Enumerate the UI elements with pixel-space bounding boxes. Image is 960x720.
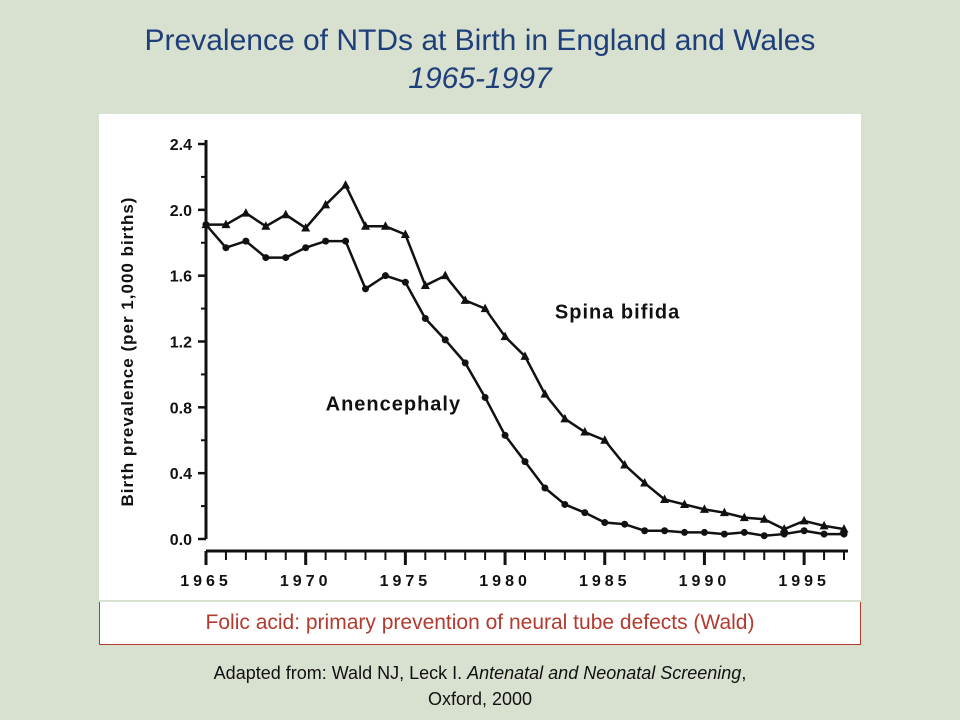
anencephaly-point bbox=[740, 528, 748, 536]
anencephaly-point bbox=[242, 237, 250, 245]
spina-bifida-point bbox=[799, 515, 809, 525]
anencephaly-point bbox=[282, 254, 290, 262]
anencephaly-point bbox=[381, 272, 389, 280]
x-tick-label: 1965 bbox=[180, 573, 232, 590]
source-citation: Adapted from: Wald NJ, Leck I. Antenatal… bbox=[0, 660, 960, 712]
spina-bifida-point bbox=[640, 478, 650, 487]
spina-bifida-point bbox=[380, 221, 390, 230]
chart-panel: 0.0 0.4 0.8 1.2 1.6 2.0 2.4 1965 1970 1975 1980 198… bbox=[99, 114, 861, 600]
anencephaly-point bbox=[521, 458, 529, 466]
anencephaly-point bbox=[501, 431, 509, 439]
anencephaly-point bbox=[322, 237, 330, 245]
spina-bifida-label: Spina bifida bbox=[555, 301, 680, 323]
anencephaly-point bbox=[700, 528, 708, 536]
spina-bifida-point bbox=[699, 504, 709, 513]
caption-box: Folic acid: primary prevention of neural… bbox=[99, 602, 861, 645]
slide-title: Prevalence of NTDs at Birth in England a… bbox=[0, 22, 960, 98]
x-tick-label: 1995 bbox=[778, 573, 830, 590]
anencephaly-point bbox=[362, 285, 369, 293]
spina-bifida-point bbox=[341, 180, 351, 189]
anencephaly-point bbox=[561, 500, 569, 508]
anencephaly-point bbox=[202, 221, 210, 229]
title-years: 1965-1997 bbox=[408, 62, 552, 95]
anencephaly-point bbox=[441, 336, 449, 344]
spina-bifida-point bbox=[460, 295, 470, 304]
y-tick-label: 0.4 bbox=[170, 466, 192, 483]
anencephaly-point bbox=[601, 519, 609, 527]
anencephaly-point bbox=[800, 527, 808, 535]
spina-bifida-point bbox=[440, 270, 450, 280]
spina-bifida-point bbox=[480, 303, 490, 313]
x-tick-label: 1970 bbox=[280, 573, 332, 590]
anencephaly-point bbox=[621, 520, 629, 528]
ntd-prevalence-chart: 0.0 0.4 0.8 1.2 1.6 2.0 2.4 1965 1970 1975 1980 198… bbox=[118, 137, 849, 590]
anencephaly-point bbox=[820, 530, 828, 538]
spina-bifida-point bbox=[660, 494, 670, 503]
anencephaly-point bbox=[681, 528, 688, 536]
anencephaly-point bbox=[780, 530, 788, 538]
spina-bifida-point bbox=[321, 199, 331, 209]
anencephaly-point bbox=[461, 359, 469, 367]
spina-bifida-point bbox=[500, 331, 510, 341]
spina-bifida-point bbox=[839, 524, 849, 533]
anencephaly-point bbox=[661, 527, 669, 535]
y-tick-label: 2.4 bbox=[170, 137, 192, 154]
spina-bifida-point bbox=[620, 459, 630, 469]
spina-bifida-point bbox=[420, 280, 430, 290]
y-tick-label: 1.2 bbox=[170, 335, 192, 352]
spina-bifida-point bbox=[560, 413, 570, 423]
anencephaly-point bbox=[302, 244, 310, 252]
x-tick-label: 1990 bbox=[679, 573, 731, 590]
y-tick-label: 1.6 bbox=[170, 269, 192, 286]
spina-bifida-point bbox=[819, 520, 829, 530]
caption-text: Folic acid: primary prevention of neural… bbox=[205, 611, 755, 634]
y-tick-label: 0.8 bbox=[170, 400, 192, 417]
anencephaly-point bbox=[421, 314, 429, 322]
spina-bifida-point bbox=[520, 351, 530, 360]
anencephaly-point bbox=[401, 278, 409, 286]
anencephaly-point bbox=[641, 527, 649, 535]
spina-bifida-point bbox=[580, 427, 590, 436]
spina-bifida-point bbox=[261, 221, 271, 230]
anencephaly-point bbox=[760, 532, 768, 540]
title-main: Prevalence of NTDs at Birth in England a… bbox=[144, 24, 816, 57]
anencephaly-point bbox=[840, 530, 848, 538]
spina-bifida-point bbox=[301, 222, 311, 232]
spina-bifida-point bbox=[241, 208, 251, 217]
anencephaly-point bbox=[222, 244, 230, 252]
spina-bifida-point bbox=[361, 221, 370, 230]
anencephaly-label: Anencephaly bbox=[326, 394, 461, 416]
y-tick-label: 0.0 bbox=[170, 532, 192, 549]
anencephaly-point bbox=[262, 254, 270, 262]
y-tick-label: 2.0 bbox=[170, 203, 192, 220]
source-prefix: Adapted from: Wald NJ, Leck I. bbox=[213, 663, 468, 683]
anencephaly-line bbox=[205, 223, 844, 537]
spina-bifida-point bbox=[680, 499, 689, 508]
spina-bifida-point bbox=[221, 219, 231, 229]
x-tick-label: 1980 bbox=[479, 573, 531, 590]
spina-bifida-point bbox=[600, 435, 610, 444]
anencephaly-point bbox=[481, 393, 489, 401]
spina-bifida-point bbox=[400, 229, 410, 239]
spina-bifida-point bbox=[719, 507, 729, 517]
source-suffix: , bbox=[741, 663, 747, 683]
anencephaly-point bbox=[720, 530, 728, 538]
source-book-title: Antenatal and Neonatal Screening bbox=[467, 663, 742, 683]
spina-bifida-point bbox=[739, 512, 749, 522]
x-tick-label: 1975 bbox=[380, 573, 432, 590]
spina-bifida-point bbox=[759, 514, 769, 523]
spina-bifida-point bbox=[779, 524, 789, 533]
y-axis-label: Birth prevalence (per 1,000 births) bbox=[118, 197, 137, 507]
anencephaly-point bbox=[342, 237, 350, 245]
x-tick-label: 1985 bbox=[579, 573, 631, 590]
spina-bifida-point bbox=[540, 389, 550, 398]
anencephaly-point bbox=[541, 484, 549, 492]
spina-bifida-point bbox=[281, 209, 291, 219]
source-line2: Oxford, 2000 bbox=[427, 689, 533, 709]
anencephaly-point bbox=[581, 509, 589, 517]
